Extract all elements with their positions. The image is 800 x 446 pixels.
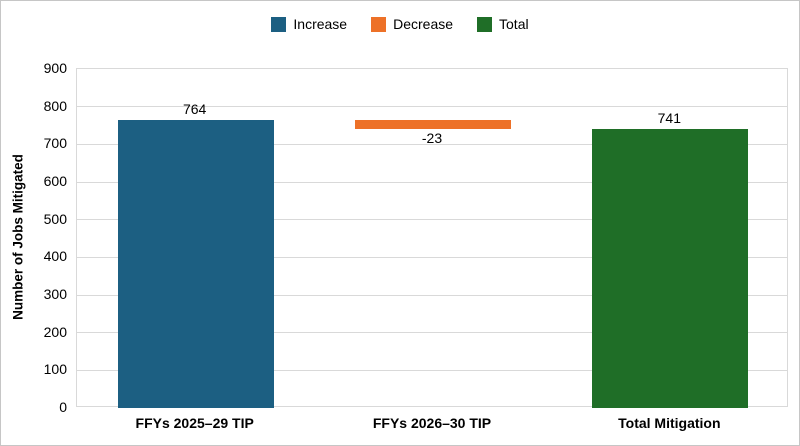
decrease-swatch-icon [371,17,387,32]
y-tick-label: 500 [43,210,67,227]
bar-decrease [355,120,511,129]
legend-item-increase: Increase [271,17,347,32]
legend-label: Decrease [393,16,454,32]
gridline [77,181,787,183]
plot-area [76,68,788,408]
x-axis-labels: FFYs 2025–29 TIP FFYs 2026–30 TIP Total … [76,415,788,431]
y-tick-label: 300 [43,286,67,302]
gridline [77,143,787,145]
gridline [77,106,787,108]
total-swatch-icon [477,17,493,32]
y-tick-label: 900 [43,60,67,76]
increase-swatch-icon [271,17,287,32]
legend-item-total: Total [477,17,529,32]
y-tick-label: 0 [59,399,67,415]
legend-item-decrease: Decrease [371,17,453,32]
bar-total [592,128,749,408]
gridline [77,369,787,371]
x-axis-label: Total Mitigation [618,415,721,431]
bar-value-label: 741 [657,109,682,126]
x-axis-label: FFYs 2025–29 TIP [135,415,254,431]
gridline [77,294,787,296]
y-tick-label: 400 [43,248,67,265]
y-tick-label: 800 [43,97,67,114]
y-tick-label: 100 [43,361,67,378]
legend-label: Total [499,16,529,32]
gridline [77,256,787,258]
legend-label: Increase [293,16,348,32]
bar-value-label: 764 [182,101,207,118]
gridline [77,219,787,221]
bar-increase [117,120,274,408]
x-axis-label: FFYs 2026–30 TIP [372,415,492,431]
y-tick-label: 200 [43,323,67,340]
chart-legend: Increase Decrease Total [1,17,799,32]
y-tick-label: 600 [43,173,67,189]
bar-value-label: -23 [421,129,443,146]
gridline [77,332,787,334]
y-tick-label: 700 [43,135,67,152]
